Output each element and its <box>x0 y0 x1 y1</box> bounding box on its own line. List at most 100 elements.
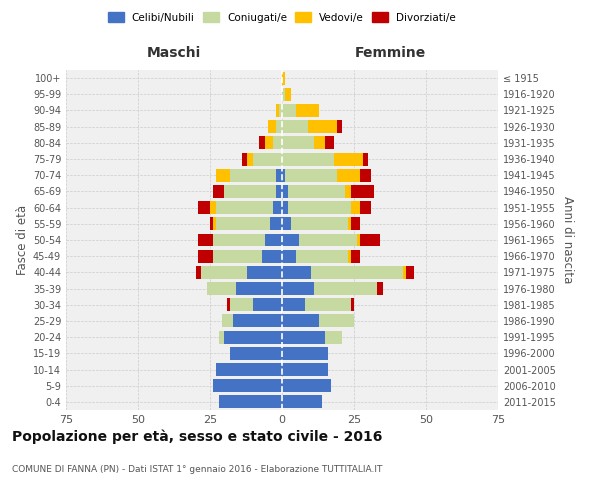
Bar <box>282 330 325 344</box>
Bar <box>360 201 371 214</box>
Bar <box>299 234 357 246</box>
Bar <box>196 266 202 279</box>
Bar <box>362 152 368 166</box>
Legend: Celibi/Nubili, Coniugati/e, Vedovi/e, Divorziati/e: Celibi/Nubili, Coniugati/e, Vedovi/e, Di… <box>106 10 458 24</box>
Bar <box>351 298 354 311</box>
Bar <box>199 234 213 246</box>
Bar <box>227 298 230 311</box>
Bar <box>230 169 276 181</box>
Bar <box>265 136 274 149</box>
Bar <box>271 218 282 230</box>
Bar <box>230 347 282 360</box>
Bar <box>285 88 290 101</box>
Bar <box>274 136 282 149</box>
Bar <box>319 314 354 328</box>
Bar <box>233 314 282 328</box>
Bar <box>346 185 351 198</box>
Bar <box>247 266 282 279</box>
Bar <box>282 282 314 295</box>
Bar <box>247 152 253 166</box>
Bar <box>351 218 360 230</box>
Bar <box>282 72 285 85</box>
Bar <box>282 120 308 133</box>
Bar <box>314 136 325 149</box>
Bar <box>282 266 311 279</box>
Bar <box>265 234 282 246</box>
Bar <box>308 120 337 133</box>
Bar <box>236 282 282 295</box>
Bar <box>242 152 247 166</box>
Bar <box>296 250 348 262</box>
Bar <box>311 266 403 279</box>
Bar <box>213 379 282 392</box>
Text: Maschi: Maschi <box>147 46 201 60</box>
Bar <box>337 169 360 181</box>
Bar <box>351 201 360 214</box>
Bar <box>282 88 285 101</box>
Bar <box>276 120 282 133</box>
Bar <box>305 298 351 311</box>
Bar <box>282 104 296 117</box>
Bar <box>288 201 351 214</box>
Bar <box>282 234 299 246</box>
Bar <box>348 218 351 230</box>
Y-axis label: Fasce di età: Fasce di età <box>16 205 29 275</box>
Bar <box>282 136 314 149</box>
Bar <box>279 104 282 117</box>
Bar <box>213 250 262 262</box>
Text: Femmine: Femmine <box>355 46 425 60</box>
Bar <box>210 201 216 214</box>
Bar <box>360 234 380 246</box>
Bar <box>262 250 282 262</box>
Bar <box>213 234 265 246</box>
Bar <box>282 185 288 198</box>
Bar <box>351 185 374 198</box>
Bar <box>207 282 236 295</box>
Bar <box>259 136 265 149</box>
Bar <box>199 201 210 214</box>
Bar <box>403 266 406 279</box>
Bar <box>282 218 290 230</box>
Text: COMUNE DI FANNA (PN) - Dati ISTAT 1° gennaio 2016 - Elaborazione TUTTITALIA.IT: COMUNE DI FANNA (PN) - Dati ISTAT 1° gen… <box>12 465 382 474</box>
Bar <box>253 298 282 311</box>
Bar <box>296 104 319 117</box>
Bar <box>216 363 282 376</box>
Bar <box>224 185 276 198</box>
Bar <box>357 234 360 246</box>
Bar <box>213 185 224 198</box>
Bar <box>282 396 322 408</box>
Y-axis label: Anni di nascita: Anni di nascita <box>561 196 574 284</box>
Bar <box>218 396 282 408</box>
Bar <box>290 218 348 230</box>
Bar <box>230 298 253 311</box>
Bar <box>276 185 282 198</box>
Bar <box>210 218 213 230</box>
Bar <box>282 152 334 166</box>
Bar <box>282 250 296 262</box>
Bar <box>282 314 319 328</box>
Bar <box>253 152 282 166</box>
Bar <box>276 169 282 181</box>
Bar <box>221 314 233 328</box>
Bar <box>216 218 271 230</box>
Bar <box>282 363 328 376</box>
Bar <box>334 152 362 166</box>
Bar <box>351 250 360 262</box>
Bar <box>348 250 351 262</box>
Bar <box>199 250 213 262</box>
Bar <box>218 330 224 344</box>
Bar <box>202 266 247 279</box>
Bar <box>224 330 282 344</box>
Bar <box>337 120 343 133</box>
Bar <box>282 298 305 311</box>
Bar <box>216 169 230 181</box>
Bar <box>325 136 334 149</box>
Bar <box>213 218 216 230</box>
Bar <box>268 120 276 133</box>
Bar <box>406 266 415 279</box>
Bar <box>360 169 371 181</box>
Bar <box>274 201 282 214</box>
Bar <box>285 169 337 181</box>
Bar <box>288 185 346 198</box>
Text: Popolazione per età, sesso e stato civile - 2016: Popolazione per età, sesso e stato civil… <box>12 430 382 444</box>
